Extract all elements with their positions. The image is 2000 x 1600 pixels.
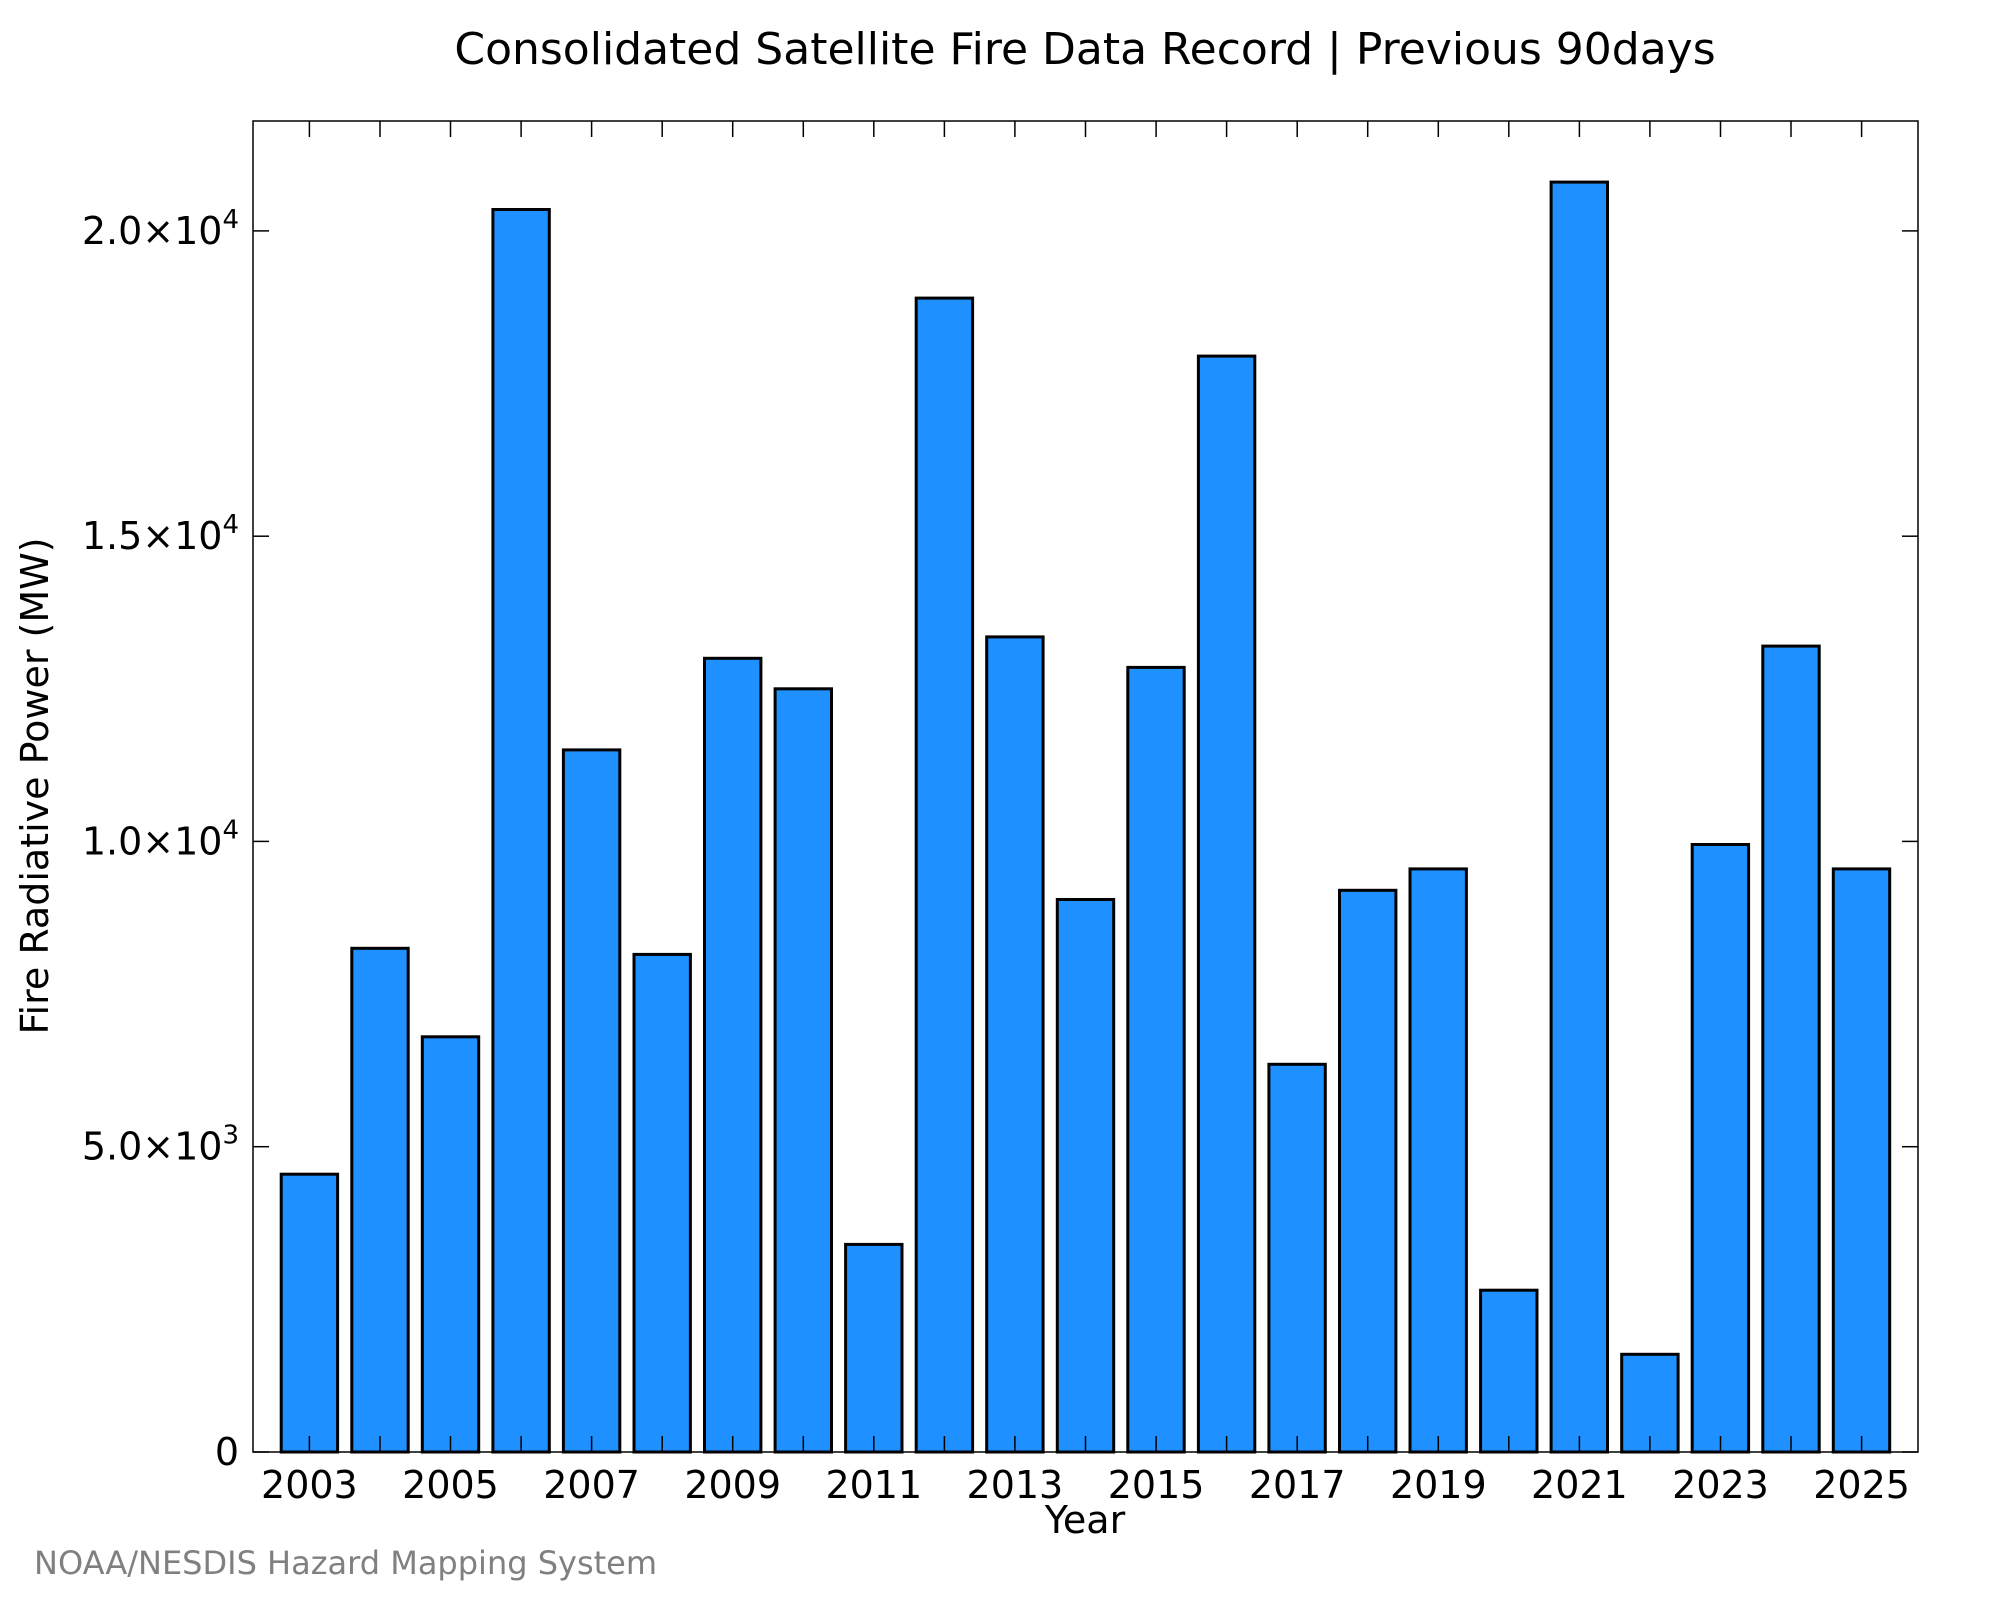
bar-2024 — [1761, 644, 1821, 1454]
bar-2003 — [279, 1172, 340, 1454]
bar-2012 — [914, 296, 975, 1454]
y-tick-label-20000: 2.0×104 — [82, 205, 239, 253]
y-tick-label-15000: 1.5×104 — [82, 510, 239, 558]
bar-2018 — [1338, 888, 1398, 1454]
bar-2006 — [491, 208, 551, 1454]
x-tick-label-2021: 2021 — [1531, 1463, 1628, 1507]
y-tick-label-5000: 5.0×103 — [82, 1121, 239, 1169]
bar-2005 — [420, 1035, 481, 1454]
bar-2020 — [1479, 1288, 1539, 1454]
chart-title: Consolidated Satellite Fire Data Record … — [454, 24, 1715, 75]
bar-2004 — [350, 946, 410, 1454]
bar-2015 — [1126, 665, 1186, 1454]
x-axis-label: Year — [1044, 1498, 1126, 1542]
bar-2008 — [632, 952, 692, 1454]
y-tick-label-10000: 1.0×104 — [82, 815, 239, 863]
x-tick-label-2019: 2019 — [1390, 1463, 1487, 1507]
bar-2017 — [1267, 1062, 1327, 1454]
x-tick-label-2015: 2015 — [1108, 1463, 1205, 1507]
bar-2013 — [985, 635, 1045, 1454]
bars-group — [279, 180, 1892, 1454]
bar-2010 — [773, 687, 833, 1454]
credit-text: NOAA/NESDIS Hazard Mapping System — [34, 1544, 657, 1582]
bar-2023 — [1690, 843, 1751, 1454]
bar-2009 — [703, 656, 763, 1454]
bar-2016 — [1196, 354, 1257, 1454]
bar-2025 — [1831, 867, 1892, 1454]
x-tick-label-2013: 2013 — [967, 1463, 1064, 1507]
y-tick-label-0: 0 — [215, 1430, 239, 1474]
x-tick-label-2011: 2011 — [825, 1463, 922, 1507]
x-tick-label-2023: 2023 — [1672, 1463, 1769, 1507]
x-tick-label-2007: 2007 — [543, 1463, 640, 1507]
x-tick-label-2005: 2005 — [402, 1463, 499, 1507]
bar-2019 — [1408, 867, 1468, 1454]
bar-2021 — [1549, 180, 1609, 1454]
bar-2007 — [561, 748, 622, 1454]
bar-2011 — [844, 1242, 904, 1454]
x-axis: 2003 2005 2007 2009 2011 2013 2015 2017 2019 2021… — [261, 121, 1910, 1507]
bar-2014 — [1055, 898, 1116, 1454]
x-tick-label-2025: 2025 — [1813, 1463, 1910, 1507]
x-tick-label-2017: 2017 — [1249, 1463, 1346, 1507]
y-axis: 0 5.0×103 1.0×104 1.5×104 2.0×104 — [82, 205, 1918, 1474]
x-tick-label-2009: 2009 — [684, 1463, 781, 1507]
y-axis-label: Fire Radiative Power (MW) — [13, 537, 57, 1034]
x-tick-label-2003: 2003 — [261, 1463, 358, 1507]
